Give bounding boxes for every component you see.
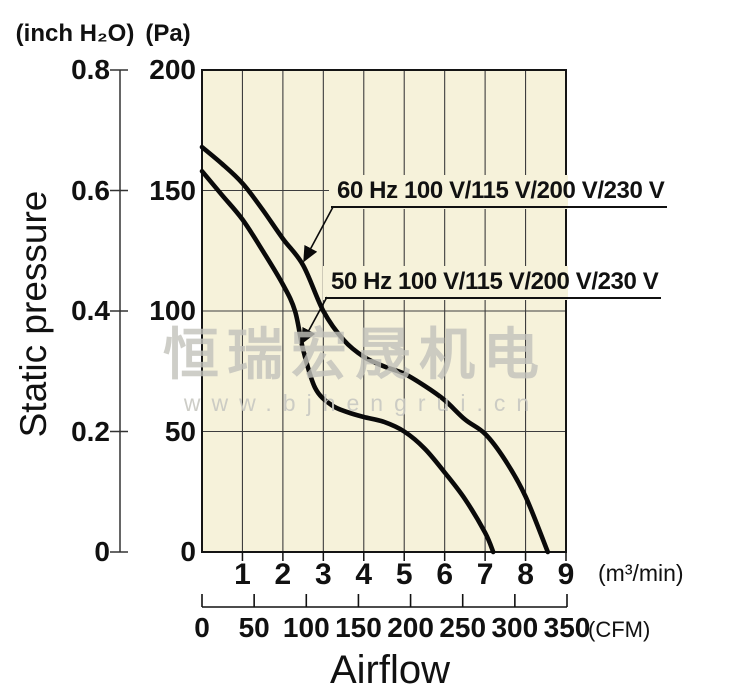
x-axis-unit-cfm: (CFM) (588, 617, 651, 642)
pa-tick-label: 150 (149, 174, 196, 206)
curve-50hz (199, 168, 496, 555)
watermark-url-text: www.bjhengrui.cn (183, 390, 541, 416)
m3min-tick-label: 4 (355, 558, 373, 591)
label-mask-60hz (329, 175, 568, 209)
m3min-tick-label: 5 (395, 558, 413, 591)
inch-tick-label: 0.2 (71, 415, 110, 447)
inch-tick-label: 0.4 (71, 295, 110, 326)
cfm-tick-label: 350 (543, 612, 591, 643)
inch-tick-label: 0.6 (71, 174, 110, 206)
m3min-tick-label: 9 (557, 558, 575, 591)
pa-tick-label: 100 (149, 295, 196, 326)
m3min-tick-label: 1 (234, 558, 251, 591)
inch-tick-label: 0 (94, 536, 110, 567)
cfm-tick-label: 0 (194, 612, 210, 643)
cfm-tick-label: 250 (439, 612, 487, 643)
leader-50hz (301, 296, 328, 345)
y-axis-unit-pa: (Pa) (145, 20, 191, 47)
pa-tick-label: 0 (180, 536, 196, 567)
cfm-tick-label: 50 (238, 612, 270, 643)
cfm-tick-label: 100 (282, 612, 330, 643)
pa-tick-label: 50 (164, 415, 196, 447)
label-mask-50hz (323, 266, 568, 300)
pa-tick-label: 200 (149, 54, 196, 85)
curve-label-60hz: 60 Hz 100 V/115 V/200 V/230 V (331, 176, 668, 208)
cfm-tick-label: 150 (335, 612, 382, 643)
m3min-tick-label: 3 (314, 558, 332, 591)
m3min-tick-label: 6 (436, 558, 453, 591)
curve-60hz (199, 144, 551, 555)
m3min-tick-label: 8 (517, 558, 534, 591)
x-axis-unit-m3min: (m³/min) (598, 560, 684, 586)
m3min-tick-label: 7 (476, 558, 494, 591)
inch-tick-label: 0.8 (71, 54, 110, 85)
cfm-tick-label: 200 (387, 612, 434, 643)
curve-label-50hz: 50 Hz 100 V/115 V/200 V/230 V (325, 267, 662, 299)
plot-border (201, 69, 567, 553)
x-axis-title: Airflow (329, 648, 451, 692)
leader-60hz (303, 206, 334, 263)
watermark-chinese-text: 恒瑞宏晟机电 (163, 323, 547, 386)
cfm-tick-label: 300 (491, 612, 539, 643)
y-axis-unit-inch-h2o: (inch H₂O) (15, 20, 135, 47)
m3min-tick-label: 2 (274, 558, 292, 591)
